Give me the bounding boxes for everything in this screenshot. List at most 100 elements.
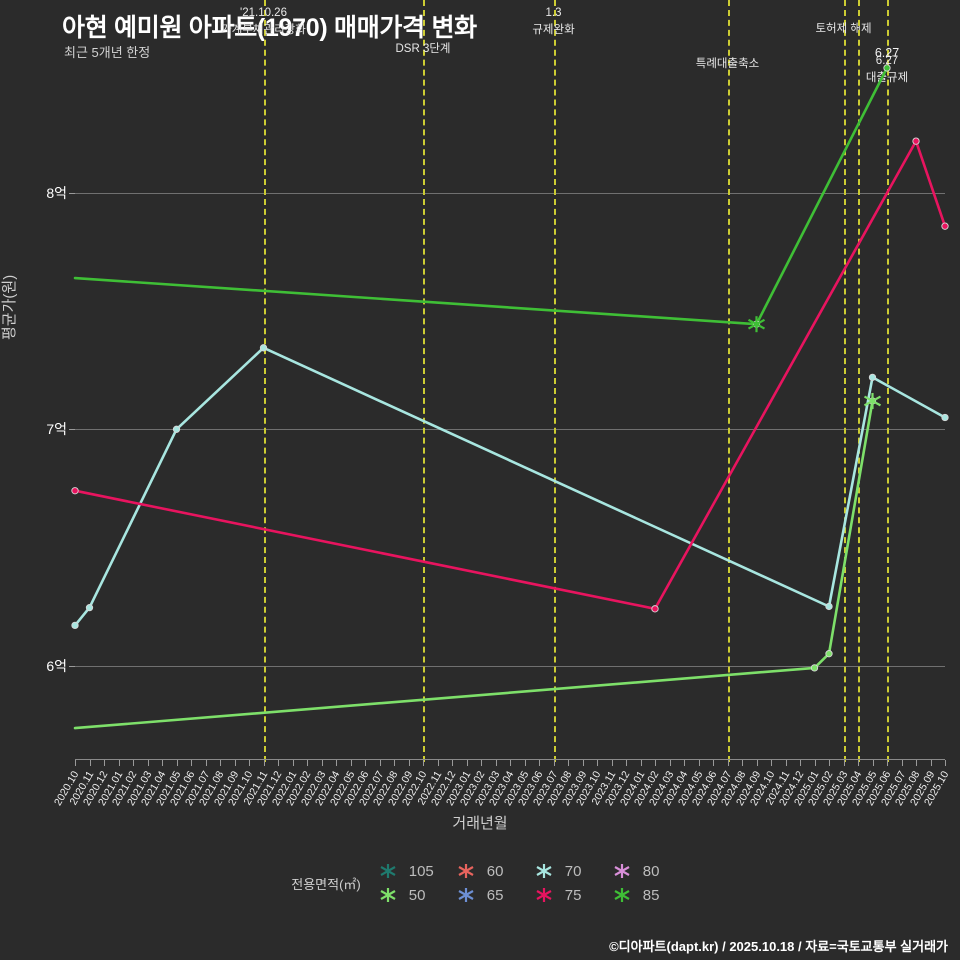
x-tick-mark <box>437 760 439 766</box>
x-tick-mark <box>278 760 279 766</box>
event-label-line: 대출규제 <box>865 72 909 84</box>
peak-value-label: 6.27 <box>874 45 900 60</box>
data-point <box>825 602 833 611</box>
x-tick-mark <box>727 760 729 766</box>
legend-marker-icon <box>380 864 396 878</box>
data-point <box>85 603 94 612</box>
event-label: 토허제 해제 <box>815 20 871 36</box>
x-tick-mark <box>133 760 134 766</box>
x-tick-mark <box>234 760 236 766</box>
y-tick-mark <box>69 665 75 667</box>
x-tick-mark <box>800 760 801 766</box>
event-label-line: 특례대출축소 <box>695 58 760 70</box>
legend-label: 80 <box>642 862 660 880</box>
x-tick-mark <box>379 760 381 766</box>
series-line <box>73 346 947 627</box>
legend-item-70[interactable]: 70 <box>531 862 591 880</box>
x-tick-mark <box>684 760 685 766</box>
x-tick-mark <box>742 760 743 766</box>
legend-title: 전용면적(㎡) <box>291 876 361 892</box>
event-vline <box>263 0 266 762</box>
x-tick-mark <box>582 760 584 766</box>
data-point <box>259 344 268 352</box>
data-point <box>825 650 833 658</box>
event-label-line: 가계부채관리강화 <box>221 24 306 36</box>
star-ray <box>747 318 766 330</box>
y-tick-label: 8억 <box>46 185 67 202</box>
legend-item-50[interactable]: 50 <box>375 886 435 904</box>
x-tick-mark <box>191 760 192 766</box>
legend-marker-icon <box>614 864 630 878</box>
x-tick-mark <box>365 760 366 766</box>
event-vline <box>727 0 730 762</box>
series-line <box>73 139 947 611</box>
legend-rows: 105 60 70 80 50 65 75 85 <box>375 862 669 904</box>
legend-marker-icon <box>458 888 474 902</box>
x-tick-mark <box>916 760 917 766</box>
y-gridline <box>75 429 945 431</box>
legend-row: 50 65 75 85 <box>375 886 669 904</box>
event-vline <box>843 0 846 762</box>
x-tick-mark <box>263 760 265 766</box>
event-vline <box>423 0 425 762</box>
legend-label: 85 <box>642 886 660 904</box>
x-tick-mark <box>162 760 163 766</box>
y-tick-label: 7억 <box>46 421 67 438</box>
marker-85-trough <box>747 316 766 333</box>
legend-item-80[interactable]: 80 <box>609 862 669 880</box>
x-tick-mark <box>640 760 642 766</box>
star-ray <box>863 395 882 407</box>
series-layer <box>71 64 949 730</box>
x-tick-mark <box>843 760 845 766</box>
x-tick-mark <box>118 760 120 766</box>
legend-item-65[interactable]: 65 <box>453 886 513 904</box>
data-point <box>941 413 949 422</box>
event-label-line: 6.27 <box>875 55 899 67</box>
x-tick-mark <box>669 760 671 766</box>
event-label: '21.10.26 가계부채관리강화 <box>221 5 306 39</box>
legend-label: 50 <box>408 886 426 904</box>
x-tick-mark <box>176 760 178 766</box>
page-subtitle: 최근 5개년 한정 <box>64 45 151 60</box>
event-label: DSR 3단계 <box>395 40 450 56</box>
event-label: 특례대출축소 <box>696 55 759 71</box>
y-tick-mark <box>69 193 75 195</box>
x-tick-mark <box>887 760 888 766</box>
x-tick-mark <box>292 760 294 766</box>
legend-marker-icon <box>536 888 552 902</box>
legend-item-85[interactable]: 85 <box>609 886 669 904</box>
y-tick-label: 6억 <box>46 657 67 674</box>
legend-marker-icon <box>458 864 474 878</box>
x-tick-mark <box>858 760 859 766</box>
event-label-line: 1.3 <box>545 7 562 19</box>
series-line <box>73 399 874 730</box>
legend-label: 60 <box>486 862 504 880</box>
legend-item-60[interactable]: 60 <box>453 862 513 880</box>
series-70 <box>71 344 949 630</box>
x-tick-mark <box>481 760 482 766</box>
legend-marker-icon <box>380 888 396 902</box>
event-label-line: 규제완화 <box>532 24 575 36</box>
legend-label: 75 <box>564 886 582 904</box>
x-tick-mark <box>539 760 540 766</box>
data-point <box>810 664 819 672</box>
event-label-line: '21.10.26 <box>240 7 287 19</box>
event-label: 6.27 대출규제 <box>866 53 908 87</box>
x-tick-mark <box>307 760 308 766</box>
y-axis-title: 평균가(원) <box>1 274 18 340</box>
x-tick-mark <box>452 760 453 766</box>
x-tick-mark <box>756 760 758 766</box>
legend-item-105[interactable]: 105 <box>375 862 435 880</box>
x-tick-mark <box>423 760 424 766</box>
legend-item-75[interactable]: 75 <box>531 886 591 904</box>
x-tick-mark <box>930 760 932 766</box>
x-tick-mark <box>466 760 468 766</box>
x-tick-mark <box>611 760 613 766</box>
event-label: 1.3 규제완화 <box>532 5 574 39</box>
x-tick-mark <box>829 760 830 766</box>
legend-label: 65 <box>486 886 504 904</box>
x-tick-mark <box>698 760 700 766</box>
data-point <box>172 425 181 433</box>
data-point <box>868 373 877 381</box>
